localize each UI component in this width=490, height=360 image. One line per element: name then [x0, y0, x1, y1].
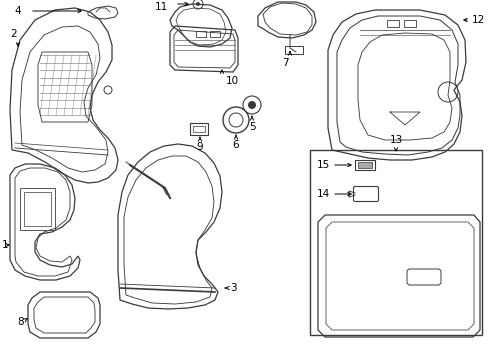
Bar [358, 162, 372, 168]
Bar [196, 31, 206, 37]
Text: 7: 7 [282, 58, 288, 68]
Text: 8: 8 [17, 317, 24, 327]
Text: 15: 15 [317, 160, 330, 170]
Text: 3: 3 [230, 283, 237, 293]
Text: 12: 12 [472, 15, 485, 25]
Bar [310, 150, 482, 335]
Text: 2: 2 [11, 29, 17, 39]
Bar [387, 20, 399, 27]
Bar [210, 31, 220, 37]
Bar [404, 20, 416, 27]
Bar [190, 123, 208, 135]
Circle shape [196, 2, 200, 6]
Text: 13: 13 [390, 135, 403, 145]
Bar [193, 126, 205, 132]
Circle shape [248, 101, 256, 109]
Text: 4: 4 [15, 6, 21, 16]
Bar [285, 46, 303, 54]
Text: 1: 1 [1, 240, 8, 250]
Text: 5: 5 [249, 122, 255, 132]
Bar [20, 188, 55, 230]
Bar [24, 192, 51, 226]
Text: 14: 14 [317, 189, 330, 199]
Text: 10: 10 [225, 76, 239, 86]
Text: 6: 6 [233, 140, 239, 150]
Text: 9: 9 [196, 142, 203, 152]
Text: 11: 11 [155, 2, 168, 12]
Bar [355, 160, 375, 170]
